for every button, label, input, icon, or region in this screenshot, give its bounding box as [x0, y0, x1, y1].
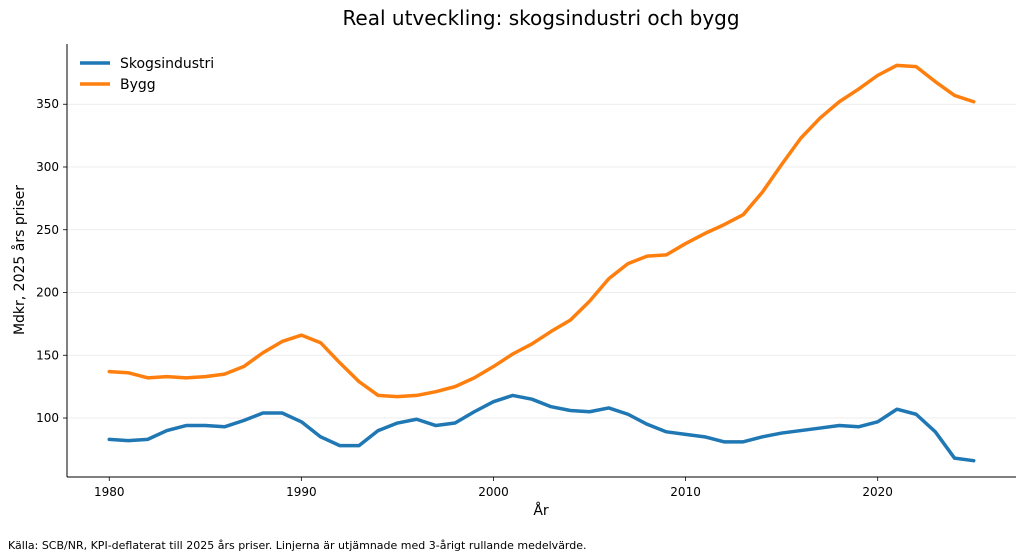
y-tick-label: 200	[36, 286, 59, 300]
legend-label-bygg: Bygg	[120, 77, 156, 93]
y-tick-label: 100	[36, 411, 59, 425]
x-tick-label: 2020	[862, 485, 893, 499]
series-lines	[107, 63, 976, 463]
source-note: Källa: SCB/NR, KPI-deflaterat till 2025 …	[8, 539, 587, 552]
x-tick-label: 2010	[670, 485, 701, 499]
y-tick-label: 250	[36, 223, 59, 237]
x-axis-label: År	[533, 502, 549, 519]
y-tick-label: 350	[36, 97, 59, 111]
series-line-bygg	[107, 63, 976, 399]
axes	[63, 44, 1016, 481]
x-tick-label: 1990	[286, 485, 317, 499]
legend-label-skogsindustri: Skogsindustri	[120, 56, 214, 72]
x-tick-label: 2000	[478, 485, 509, 499]
y-tick-label: 300	[36, 160, 59, 174]
gridlines	[67, 103, 1016, 419]
chart-title: Real utveckling: skogsindustri och bygg	[342, 6, 739, 30]
y-tick-label: 150	[36, 348, 59, 362]
x-tick-label: 1980	[94, 485, 125, 499]
tick-labels: 100 150 200 250 300 350 1980 1990 2000 2010 2020	[36, 97, 893, 499]
legend: Skogsindustri Bygg	[80, 56, 214, 93]
y-axis-label: Mdkr, 2025 års priser	[11, 185, 28, 335]
series-line-skogsindustri	[107, 393, 976, 463]
